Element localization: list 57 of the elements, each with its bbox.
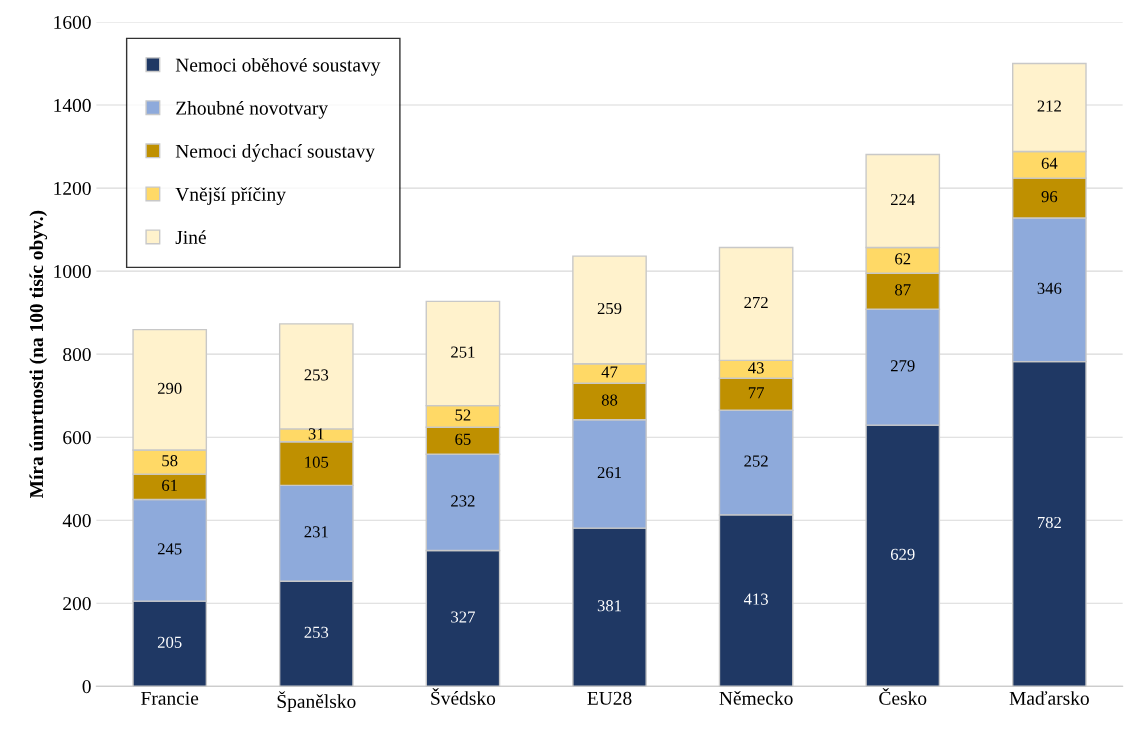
data-label: 52 [455,409,471,421]
data-label: 77 [748,387,764,399]
data-label: 381 [597,600,622,612]
data-label: 261 [597,466,622,479]
data-label: 629 [890,548,915,560]
y-tick-label: 1600 [54,15,91,29]
legend-label: Vnější příčiny [175,187,286,205]
data-label: 232 [451,495,475,507]
y-tick-label: 800 [63,347,91,362]
y-axis-title: Míra úmrtnosti (na 100 tisíc obyv.) [29,210,48,499]
x-tick-label: Maďarsko [1009,691,1089,705]
data-label: 782 [1037,516,1061,529]
y-tick-label: 1400 [54,98,91,112]
data-label: 290 [157,382,182,395]
data-label: 61 [162,479,178,491]
data-label: 224 [890,193,915,205]
data-label: 47 [601,366,618,378]
data-label: 279 [890,360,915,372]
y-tick-label: 1200 [54,181,91,196]
x-tick-label: Švédsko [431,688,496,705]
data-label: 88 [601,394,618,406]
data-label: 87 [895,284,911,296]
data-label: 64 [1041,157,1058,170]
data-label: 105 [305,456,329,468]
y-tick-label: 400 [62,514,91,528]
data-label: 43 [748,362,764,374]
legend-label: Jiné [175,230,206,244]
y-tick-label: 200 [63,597,91,611]
data-label: 272 [744,296,768,308]
x-tick-label: Česko [879,688,927,705]
legend-label: Nemoci oběhové soustavy [175,57,381,76]
data-label: 31 [308,428,324,440]
data-label: 253 [304,626,329,638]
legend-label: Nemoci dýchací soustavy [175,144,375,162]
data-label: 253 [304,369,329,381]
data-label: 58 [162,455,178,467]
y-tick-label: 0 [82,680,91,694]
data-label: 251 [451,346,475,358]
data-label: 212 [1037,100,1061,112]
data-label: 205 [157,636,182,648]
data-label: 245 [157,543,182,555]
data-label: 252 [744,455,768,467]
data-label: 259 [597,302,622,315]
data-label: 231 [304,526,328,538]
x-tick-label: Francie [141,691,199,705]
data-label: 65 [455,433,471,445]
data-label: 96 [1041,191,1058,203]
x-tick-label: EU28 [587,691,632,705]
y-tick-label: 1000 [54,264,91,279]
legend-label: Zhoubné novotvary [176,101,328,119]
data-label: 327 [451,611,475,623]
x-tick-label: Španělsko [277,691,356,712]
x-tick-label: Německo [719,691,793,705]
data-label: 62 [895,253,911,265]
data-label: 346 [1037,282,1062,294]
y-tick-label: 600 [63,431,91,445]
data-label: 413 [743,593,768,605]
